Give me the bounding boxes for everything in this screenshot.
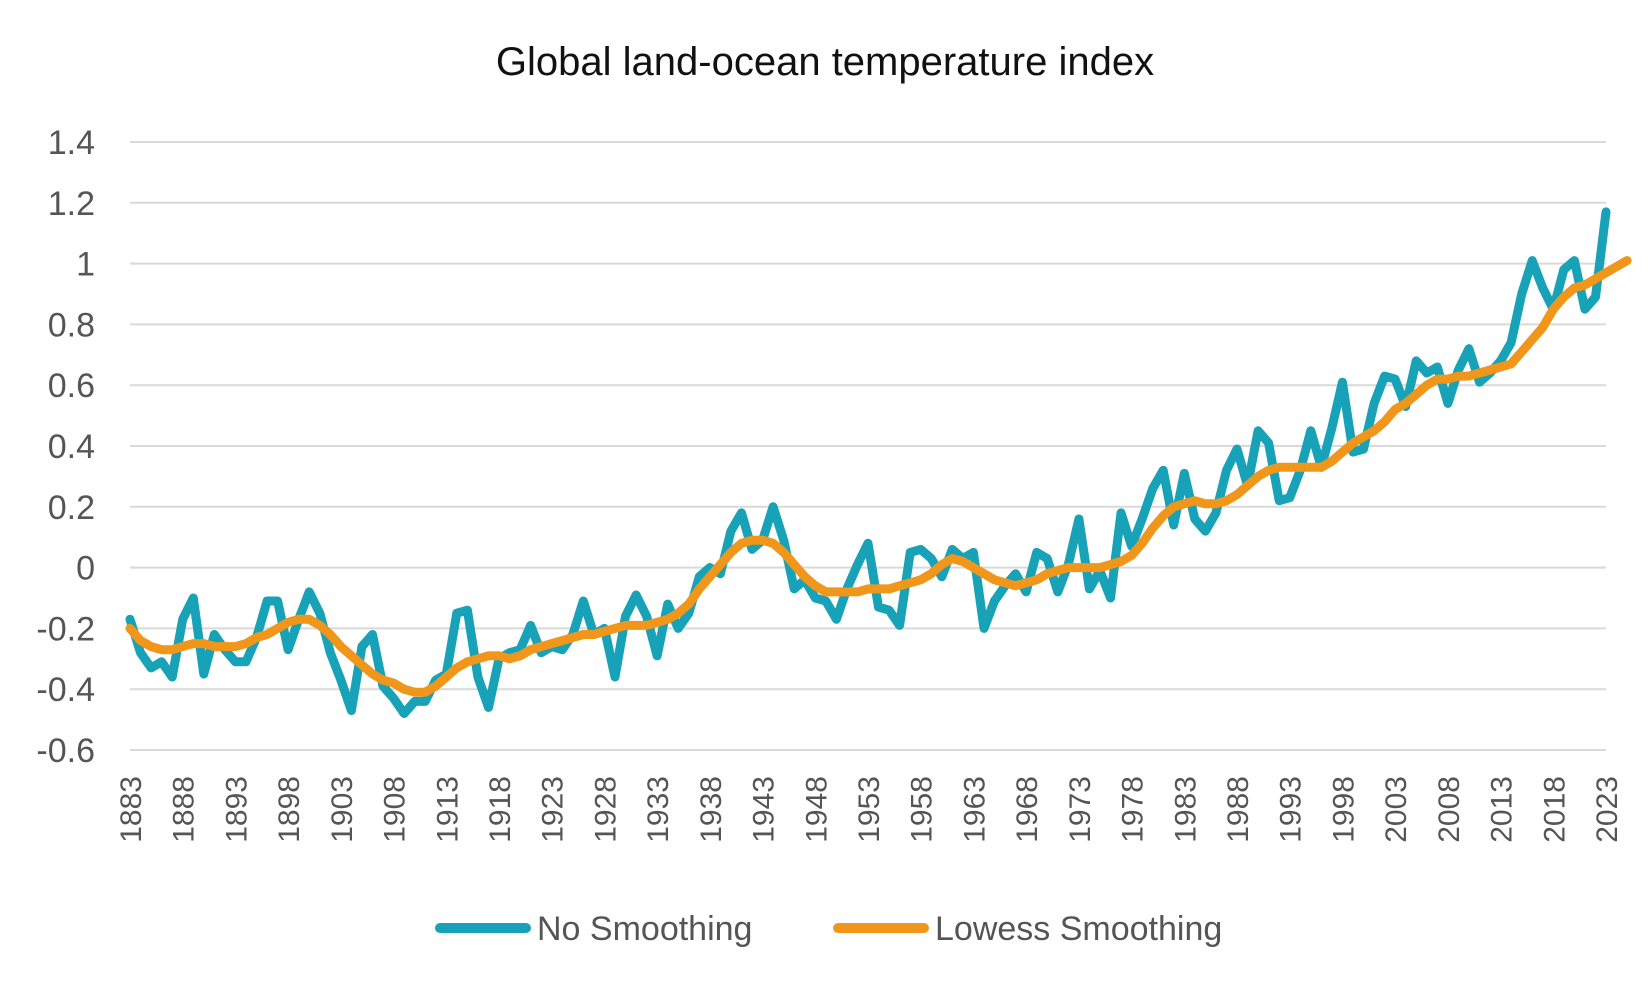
x-tick-label: 1893 — [220, 776, 253, 843]
x-tick: 1888 — [168, 776, 201, 843]
y-tick-label: 0.4 — [48, 428, 95, 466]
y-tick-label: 0.6 — [48, 367, 95, 405]
x-tick: 1958 — [906, 776, 939, 843]
x-tick-label: 1888 — [168, 776, 201, 843]
x-tick-label: 2008 — [1433, 776, 1466, 843]
x-tick: 1988 — [1222, 776, 1255, 843]
x-tick-label: 1993 — [1275, 776, 1308, 843]
x-tick: 1983 — [1169, 776, 1202, 843]
x-tick: 1928 — [589, 776, 622, 843]
x-tick: 1963 — [958, 776, 991, 843]
y-tick-label: -0.6 — [36, 732, 95, 770]
x-tick: 2013 — [1486, 776, 1519, 843]
x-tick: 1893 — [220, 776, 253, 843]
x-tick: 1953 — [853, 776, 886, 843]
x-tick-label: 2013 — [1486, 776, 1519, 843]
legend-label: No Smoothing — [537, 910, 752, 948]
x-tick: 1993 — [1275, 776, 1308, 843]
x-tick-label: 2018 — [1538, 776, 1571, 843]
x-tick: 1898 — [273, 776, 306, 843]
chart-title: Global land-ocean temperature index — [496, 40, 1154, 84]
legend: No Smoothing Lowess Smoothing — [435, 910, 1222, 948]
x-tick: 1903 — [326, 776, 359, 843]
x-tick: 2008 — [1433, 776, 1466, 843]
x-tick-label: 1928 — [589, 776, 622, 843]
legend-item: Lowess Smoothing — [833, 910, 1222, 948]
x-tick-label: 1883 — [115, 776, 148, 843]
x-tick-label: 1913 — [431, 776, 464, 843]
x-tick: 1938 — [695, 776, 728, 843]
x-tick-label: 1983 — [1169, 776, 1202, 843]
x-tick-label: 1998 — [1327, 776, 1360, 843]
y-tick-label: 0.8 — [48, 306, 95, 344]
x-tick-label: 1898 — [273, 776, 306, 843]
x-tick: 1933 — [642, 776, 675, 843]
series-lines — [125, 207, 1632, 718]
x-tick-label: 1918 — [484, 776, 517, 843]
x-tick-label: 1963 — [958, 776, 991, 843]
x-tick: 1998 — [1327, 776, 1360, 843]
x-tick-label: 1958 — [906, 776, 939, 843]
x-tick: 1978 — [1117, 776, 1150, 843]
series-line-lowess-smoothing — [125, 256, 1632, 697]
y-tick-label: 0.2 — [48, 489, 95, 527]
x-tick: 1968 — [1011, 776, 1044, 843]
x-tick: 1908 — [379, 776, 412, 843]
x-tick-label: 1938 — [695, 776, 728, 843]
x-tick: 1943 — [748, 776, 781, 843]
x-tick-label: 2023 — [1591, 776, 1624, 843]
x-tick-label: 1978 — [1117, 776, 1150, 843]
x-tick: 1913 — [431, 776, 464, 843]
x-axis-ticks: 1883 1888 1893 1898 1903 1908 1913 1918 1923 1928… — [115, 776, 1624, 843]
x-tick: 1883 — [115, 776, 148, 843]
y-axis-ticks: -0.6 -0.4 -0.2 0 0.2 0.4 0.6 0.8 1 1.2 1.4 — [36, 124, 95, 770]
gridlines — [130, 141, 1606, 751]
x-tick: 1948 — [800, 776, 833, 843]
x-tick-label: 1968 — [1011, 776, 1044, 843]
x-tick-label: 1903 — [326, 776, 359, 843]
x-tick: 2018 — [1538, 776, 1571, 843]
x-tick-label: 1988 — [1222, 776, 1255, 843]
x-tick-label: 1933 — [642, 776, 675, 843]
x-tick: 2003 — [1380, 776, 1413, 843]
x-tick-label: 2003 — [1380, 776, 1413, 843]
x-tick-label: 1973 — [1064, 776, 1097, 843]
y-tick-label: 1.4 — [48, 124, 95, 162]
y-tick-label: -0.2 — [36, 610, 95, 648]
x-tick: 2023 — [1591, 776, 1624, 843]
legend-item: No Smoothing — [435, 910, 752, 948]
y-tick-label: -0.4 — [36, 671, 95, 709]
series-line-no-smoothing — [125, 207, 1611, 718]
y-tick-label: 1 — [76, 246, 95, 284]
x-tick-label: 1908 — [379, 776, 412, 843]
x-tick: 1973 — [1064, 776, 1097, 843]
y-tick-label: 1.2 — [48, 185, 95, 223]
x-tick-label: 1923 — [537, 776, 570, 843]
x-tick-label: 1953 — [853, 776, 886, 843]
x-tick-label: 1948 — [800, 776, 833, 843]
x-tick: 1918 — [484, 776, 517, 843]
legend-label: Lowess Smoothing — [935, 910, 1222, 948]
x-tick: 1923 — [537, 776, 570, 843]
y-tick-label: 0 — [76, 550, 95, 588]
x-tick-label: 1943 — [748, 776, 781, 843]
